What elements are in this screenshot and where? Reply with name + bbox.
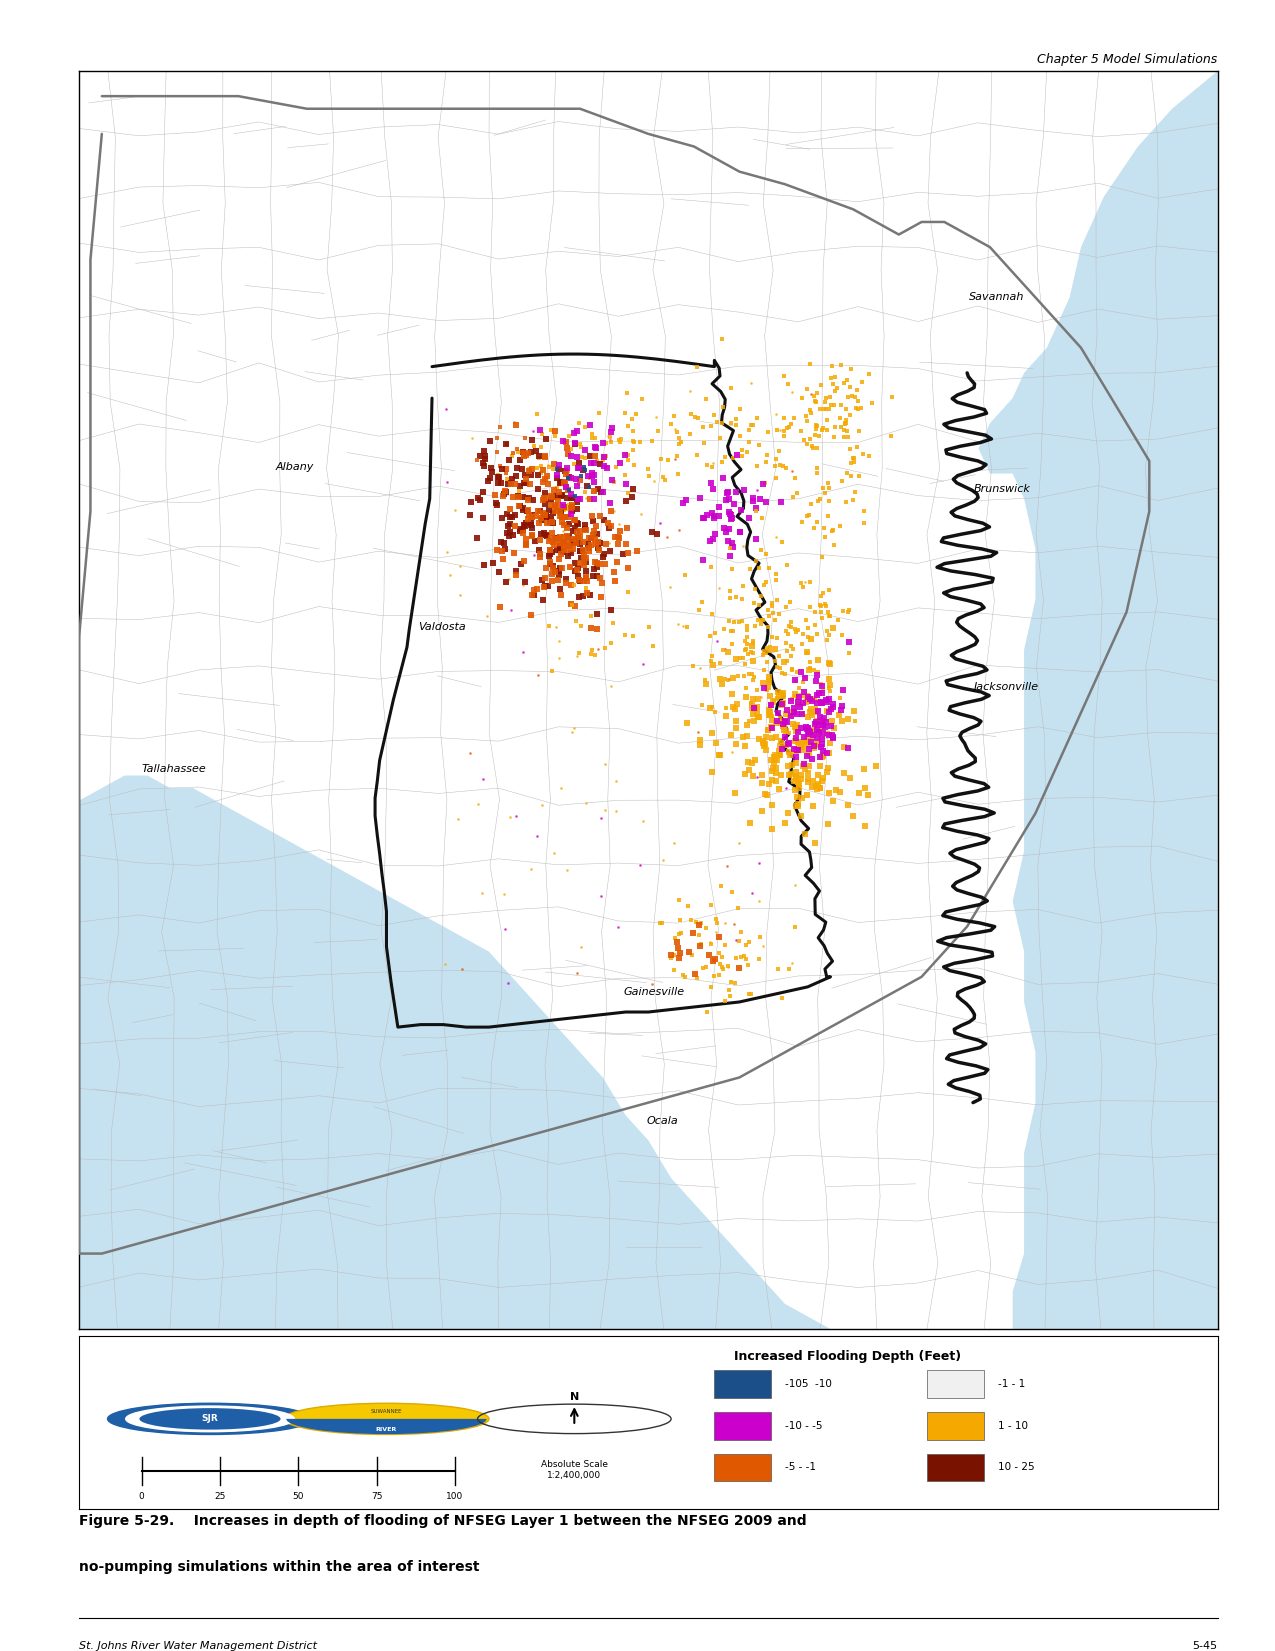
Text: Figure 5-29.    Increases in depth of flooding of NFSEG Layer 1 between the NFSE: Figure 5-29. Increases in depth of flood… xyxy=(79,1514,807,1529)
Text: Miles: Miles xyxy=(286,1522,311,1532)
Text: -5 - -1: -5 - -1 xyxy=(785,1463,816,1473)
Text: Jacksonville: Jacksonville xyxy=(974,682,1039,692)
Text: Gainesville: Gainesville xyxy=(623,987,685,997)
Text: -10 - -5: -10 - -5 xyxy=(785,1422,822,1431)
Text: no-pumping simulations within the area of interest: no-pumping simulations within the area o… xyxy=(79,1560,479,1575)
Text: SJR: SJR xyxy=(201,1415,218,1423)
Circle shape xyxy=(139,1408,280,1430)
Bar xyxy=(714,1412,771,1440)
Text: 10 - 25: 10 - 25 xyxy=(998,1463,1034,1473)
Polygon shape xyxy=(978,71,1218,1329)
Text: 50: 50 xyxy=(292,1493,303,1501)
Text: -1 - 1: -1 - 1 xyxy=(998,1379,1025,1388)
Text: 1 - 10: 1 - 10 xyxy=(998,1422,1028,1431)
Text: Tallahassee: Tallahassee xyxy=(142,764,207,774)
Text: Increased Flooding Depth (Feet): Increased Flooding Depth (Feet) xyxy=(733,1349,961,1362)
Text: Savannah: Savannah xyxy=(969,292,1025,302)
Text: 25: 25 xyxy=(214,1493,226,1501)
Text: N: N xyxy=(570,1392,579,1402)
Text: St. Johns River Water Management District: St. Johns River Water Management Distric… xyxy=(79,1641,317,1651)
Circle shape xyxy=(126,1407,295,1431)
Text: Brunswick: Brunswick xyxy=(974,484,1031,494)
Text: Chapter 5 Model Simulations: Chapter 5 Model Simulations xyxy=(1038,53,1218,66)
Text: Absolute Scale
1:2,400,000: Absolute Scale 1:2,400,000 xyxy=(541,1461,608,1479)
Text: Albany: Albany xyxy=(275,462,315,472)
Text: -105  -10: -105 -10 xyxy=(785,1379,831,1388)
Text: 100: 100 xyxy=(446,1493,463,1501)
Bar xyxy=(714,1370,771,1398)
Bar xyxy=(714,1453,771,1481)
Polygon shape xyxy=(79,776,830,1329)
Text: 5-45: 5-45 xyxy=(1192,1641,1218,1651)
Text: SUWANNEE: SUWANNEE xyxy=(371,1410,402,1415)
Text: Valdosta: Valdosta xyxy=(418,622,467,632)
Text: Ocala: Ocala xyxy=(646,1116,678,1126)
Bar xyxy=(927,1453,984,1481)
Text: 0: 0 xyxy=(139,1493,144,1501)
Bar xyxy=(927,1370,984,1398)
Circle shape xyxy=(107,1403,312,1435)
Text: 75: 75 xyxy=(371,1493,382,1501)
Text: RIVER: RIVER xyxy=(376,1426,397,1431)
Bar xyxy=(927,1412,984,1440)
Circle shape xyxy=(284,1403,488,1435)
Wedge shape xyxy=(287,1418,487,1435)
